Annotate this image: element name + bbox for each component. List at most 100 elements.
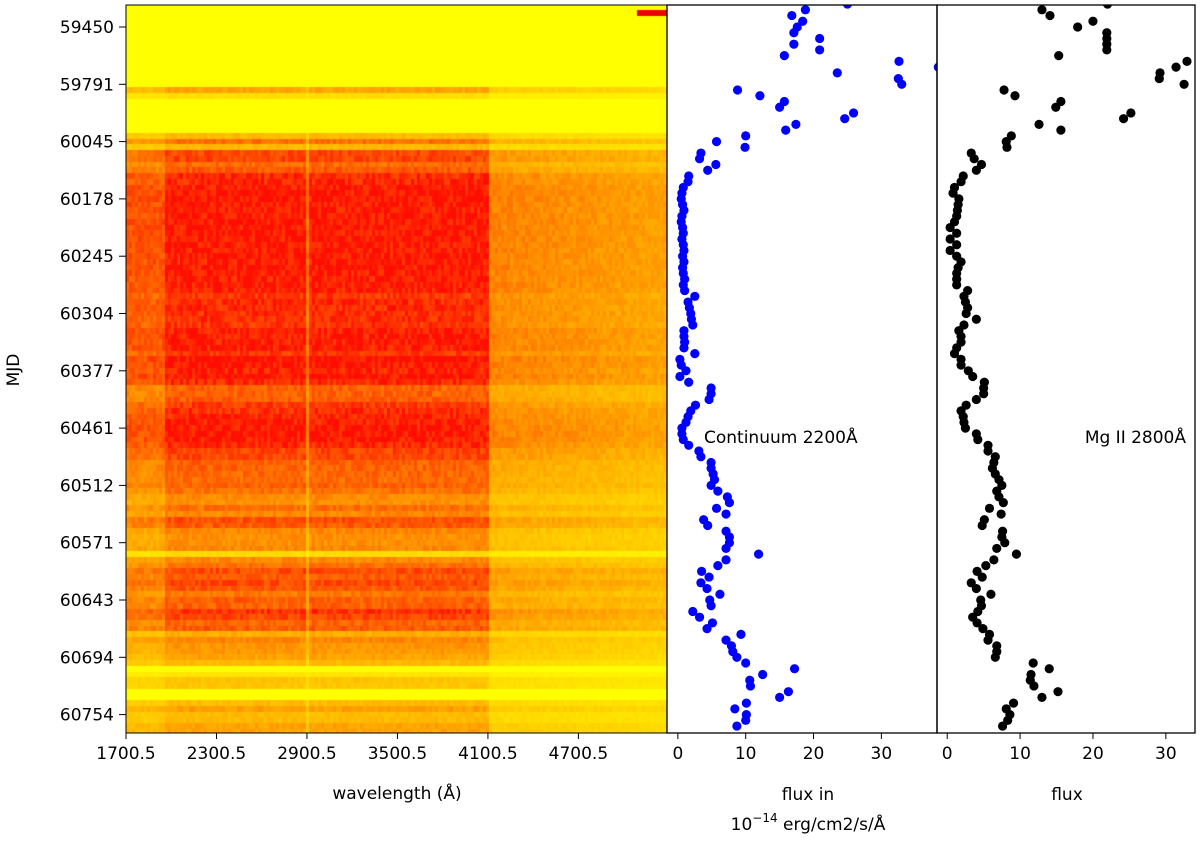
mgii-point	[945, 234, 955, 244]
mgii-point	[1044, 664, 1054, 674]
continuum-point	[758, 669, 768, 680]
mgii-point	[952, 228, 962, 238]
continuum-point	[741, 131, 751, 141]
mgii-point	[984, 503, 995, 513]
continuum-point	[694, 612, 705, 622]
mgii-point	[999, 85, 1009, 95]
continuum-point	[842, 5, 852, 9]
continuum-point	[840, 114, 850, 124]
y-tick-label: 60245	[60, 247, 114, 267]
mgii-point	[1010, 91, 1020, 101]
continuum-point	[753, 549, 764, 559]
mgii-point	[1029, 681, 1039, 691]
continuum-point	[783, 687, 794, 697]
mgii-point	[1000, 538, 1010, 548]
mgii-point	[979, 389, 989, 399]
mgii-point	[990, 652, 1000, 662]
heatmap-ylabel: MJD	[4, 354, 24, 387]
mgii-point	[1008, 698, 1019, 708]
mgii-point	[1102, 45, 1112, 55]
continuum-point	[696, 452, 706, 462]
y-tick-label: 60694	[60, 648, 114, 668]
mgii-point	[1011, 549, 1022, 559]
y-tick-label: 60571	[60, 534, 114, 554]
mgii-point	[1053, 687, 1063, 697]
continuum-point	[713, 486, 723, 496]
continuum-points	[675, 5, 937, 731]
mgii-point	[961, 308, 971, 319]
mgii-point	[973, 434, 983, 445]
continuum-point	[721, 555, 731, 565]
continuum-x-tick-label: 20	[803, 744, 825, 764]
continuum-point	[800, 5, 810, 15]
x-tick-label: 3500.5	[368, 744, 427, 764]
mgii-point	[971, 583, 981, 594]
continuum-point	[789, 664, 800, 674]
y-tick-label: 60045	[60, 133, 114, 153]
continuum-point	[732, 652, 742, 662]
continuum-x-tick-label: 30	[871, 744, 893, 764]
continuum-point	[711, 503, 722, 513]
mgii-point	[983, 446, 993, 456]
y-tick-label: 60754	[60, 706, 114, 726]
mgii-xlabel: flux	[1051, 785, 1083, 805]
unit-base: 10	[731, 815, 753, 835]
continuum-point	[848, 108, 859, 118]
continuum-point	[704, 394, 714, 405]
mgii-point	[1126, 108, 1136, 118]
continuum-panel: 0 10 20 30	[666, 4, 938, 764]
mgii-point	[992, 543, 1002, 554]
continuum-point	[706, 601, 716, 611]
continuum-point	[696, 566, 707, 576]
continuum-point	[815, 33, 825, 44]
mgii-point	[977, 520, 987, 531]
continuum-point	[791, 119, 801, 130]
continuum-xlabel-line1: flux in	[782, 785, 834, 805]
continuum-point	[815, 45, 825, 55]
mgii-point	[1054, 51, 1064, 61]
unit-rest: erg/cm2/s/Å	[778, 813, 886, 835]
continuum-point	[690, 349, 700, 359]
continuum-point	[798, 16, 808, 26]
heatmap-axes: 1700.5 2300.5 2900.5 3500.5 4100.5 4700.5 5945…	[60, 4, 668, 764]
mgii-point	[949, 349, 960, 359]
continuum-point	[690, 291, 700, 301]
mgii-point	[989, 555, 999, 565]
continuum-point	[724, 497, 735, 508]
continuum-point	[679, 343, 689, 353]
continuum-point	[713, 561, 723, 571]
mgii-x-tick-label: 10	[1009, 744, 1031, 764]
mgii-point	[978, 624, 988, 634]
mgii-point	[956, 177, 966, 187]
continuum-point	[706, 480, 716, 490]
continuum-point	[715, 589, 725, 599]
continuum-point	[933, 62, 937, 72]
mgii-point	[971, 314, 981, 324]
mgii-frame	[936, 4, 1196, 734]
continuum-point	[775, 692, 785, 703]
mgii-point	[1037, 5, 1047, 15]
mgii-annotation: Mg II 2800Å	[1085, 426, 1187, 448]
continuum-point	[789, 39, 799, 49]
y-tick-label: 60512	[60, 476, 114, 496]
continuum-point	[703, 520, 713, 531]
y-tick-label: 59791	[60, 75, 114, 95]
continuum-point	[736, 629, 746, 639]
continuum-point	[680, 285, 690, 296]
mgii-point	[986, 589, 996, 599]
continuum-point	[702, 583, 712, 594]
mgii-point	[971, 394, 981, 405]
mgii-point	[952, 240, 962, 250]
mgii-point	[971, 165, 981, 175]
continuum-point	[721, 543, 731, 554]
continuum-point	[779, 51, 789, 61]
unit-exponent: −14	[752, 811, 777, 825]
continuum-x-tick-label: 10	[735, 744, 757, 764]
spectra-heatmap	[126, 5, 667, 733]
mgii-point	[1034, 119, 1044, 130]
continuum-point	[740, 142, 750, 152]
continuum-point	[894, 56, 904, 66]
mgii-point	[998, 497, 1008, 508]
mgii-point	[1171, 62, 1181, 72]
continuum-point	[721, 509, 731, 519]
